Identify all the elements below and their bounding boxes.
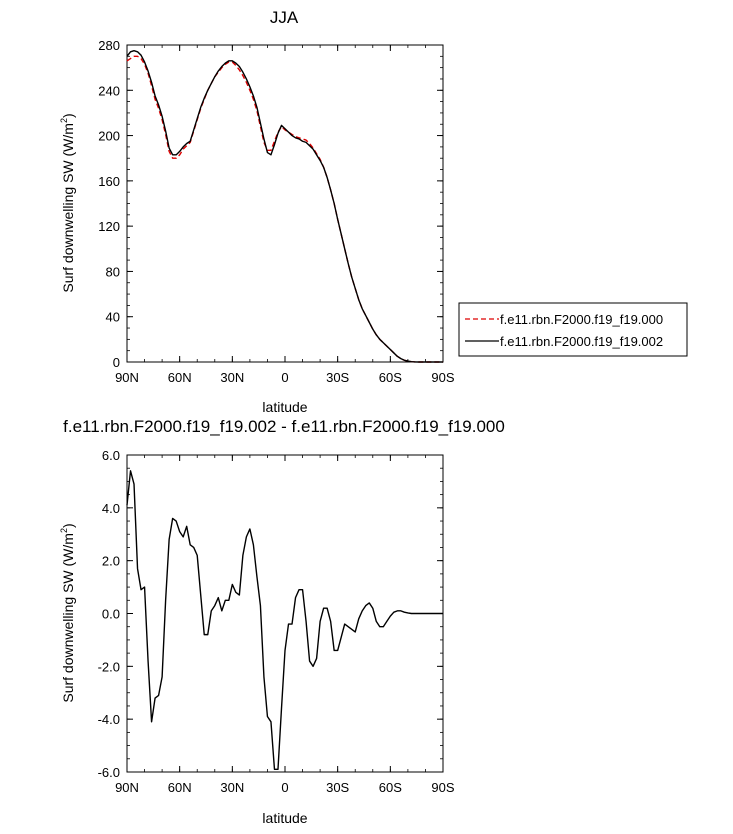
bottom-series-group xyxy=(126,470,443,771)
legend-label-000: f.e11.rbn.F2000.f19_f19.000 xyxy=(500,312,663,327)
bottom-y-tick-label: 2.0 xyxy=(102,554,120,569)
bottom-series-line-0 xyxy=(126,470,443,771)
top-x-tick-label: 30S xyxy=(326,370,349,385)
bottom-x-tick-label: 90S xyxy=(431,780,454,795)
top-series-group xyxy=(126,49,443,363)
bottom-x-tick-label: 30S xyxy=(326,780,349,795)
bottom-x-tick-label: 60S xyxy=(379,780,402,795)
bottom-y-tick-label: 4.0 xyxy=(102,501,120,516)
bottom-chart-title: f.e11.rbn.F2000.f19_f19.002 - f.e11.rbn.… xyxy=(63,417,505,436)
top-x-tick-label: 60S xyxy=(379,370,402,385)
top-chart: JJA 90N 60N 30N 0 30S 60S 90S 0 40 80 120 160 200 240… xyxy=(59,8,688,415)
bottom-y-tick-label: -2.0 xyxy=(98,659,120,674)
top-x-tick-label: 90N xyxy=(115,370,139,385)
bottom-x-axis-label: latitude xyxy=(262,810,307,826)
legend-label-002: f.e11.rbn.F2000.f19_f19.002 xyxy=(500,334,663,349)
bottom-chart: f.e11.rbn.F2000.f19_f19.002 - f.e11.rbn.… xyxy=(59,417,505,826)
top-y-tick-label: 240 xyxy=(98,83,120,98)
top-y-tick-label: 40 xyxy=(106,310,120,325)
top-y-tick-label: 80 xyxy=(106,264,120,279)
top-y-tick-label: 200 xyxy=(98,129,120,144)
top-x-tick-label: 30N xyxy=(220,370,244,385)
top-x-tick-label: 60N xyxy=(168,370,192,385)
bottom-x-tick-label: 30N xyxy=(220,780,244,795)
top-y-tick-label: 280 xyxy=(98,38,120,53)
bottom-plot-frame xyxy=(126,454,444,773)
top-plot-frame xyxy=(126,44,444,363)
top-x-tick-label: 90S xyxy=(431,370,454,385)
bottom-y-tick-label: 6.0 xyxy=(102,448,120,463)
bottom-x-tick-label: 0 xyxy=(281,780,288,795)
top-y-axis-label: Surf downwelling SW (W/m2) xyxy=(59,113,76,292)
top-x-tick-label: 0 xyxy=(281,370,288,385)
bottom-y-tick-label: -6.0 xyxy=(98,765,120,780)
top-series-line-0 xyxy=(126,55,443,363)
legend: f.e11.rbn.F2000.f19_f19.000 f.e11.rbn.F2… xyxy=(458,302,688,357)
top-y-tick-label: 0 xyxy=(113,355,120,370)
top-x-axis-label: latitude xyxy=(262,399,307,415)
top-y-tick-label: 160 xyxy=(98,174,120,189)
legend-box xyxy=(458,302,688,357)
bottom-x-tick-label: 90N xyxy=(115,780,139,795)
top-tick-labels: 90N 60N 30N 0 30S 60S 90S 0 40 80 120 160 200 240 280 xyxy=(98,38,455,385)
bottom-x-tick-label: 60N xyxy=(168,780,192,795)
top-y-tick-label: 120 xyxy=(98,219,120,234)
top-series-line-1 xyxy=(126,49,443,363)
bottom-y-axis-label: Surf downwelling SW (W/m2) xyxy=(59,523,76,702)
bottom-tick-marks xyxy=(126,454,444,773)
bottom-y-tick-label: 0.0 xyxy=(102,607,120,622)
top-chart-title: JJA xyxy=(270,8,299,27)
bottom-y-tick-label: -4.0 xyxy=(98,712,120,727)
bottom-tick-labels: 90N 60N 30N 0 30S 60S 90S -6.0 -4.0 -2.0 0.0 2.0 4.0… xyxy=(98,448,455,795)
top-tick-marks xyxy=(126,44,444,363)
